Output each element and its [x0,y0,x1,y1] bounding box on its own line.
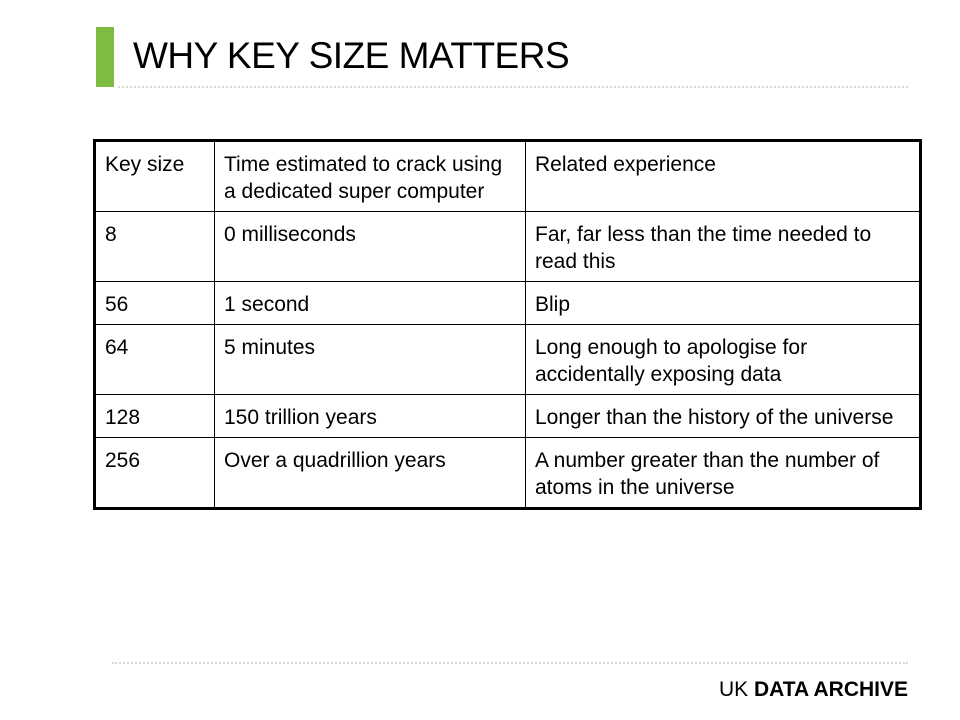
footer-brand: DATA ARCHIVE [754,678,908,701]
key-size-table: Key size Time estimated to crack using a… [93,139,922,510]
cell-key-size: 64 [94,324,215,395]
footer-divider [112,662,908,664]
cell-related-experience: Far, far less than the time needed to re… [525,211,921,282]
header-cell-related-experience: Related experience [525,140,921,212]
cell-related-experience: Long enough to apologise for accidentall… [525,324,921,395]
cell-key-size: 128 [94,394,215,438]
table-row: 128 150 trillion years Longer than the h… [94,394,921,438]
cell-crack-time: 150 trillion years [214,394,526,438]
table-row: 64 5 minutes Long enough to apologise fo… [94,324,921,395]
cell-key-size: 56 [94,281,215,325]
footer-prefix: UK [718,678,749,701]
cell-crack-time: 0 milliseconds [214,211,526,282]
cell-key-size: 256 [94,437,215,509]
cell-crack-time: Over a quadrillion years [214,437,526,509]
footer-logo-text: UK DATA ARCHIVE [719,676,908,704]
header-cell-key-size: Key size [94,140,215,212]
table-header-row: Key size Time estimated to crack using a… [94,140,921,212]
cell-related-experience: Blip [525,281,921,325]
table-row: 8 0 milliseconds Far, far less than the … [94,211,921,282]
cell-related-experience: Longer than the history of the universe [525,394,921,438]
header-cell-crack-time: Time estimated to crack using a dedicate… [214,140,526,212]
table-row: 256 Over a quadrillion years A number gr… [94,437,921,509]
cell-related-experience: A number greater than the number of atom… [525,437,921,509]
cell-key-size: 8 [94,211,215,282]
cell-crack-time: 5 minutes [214,324,526,395]
title-divider [118,86,908,88]
title-accent-bar [96,27,114,87]
slide-title: WHY KEY SIZE MATTERS [133,35,570,76]
table-row: 56 1 second Blip [94,281,921,325]
cell-crack-time: 1 second [214,281,526,325]
